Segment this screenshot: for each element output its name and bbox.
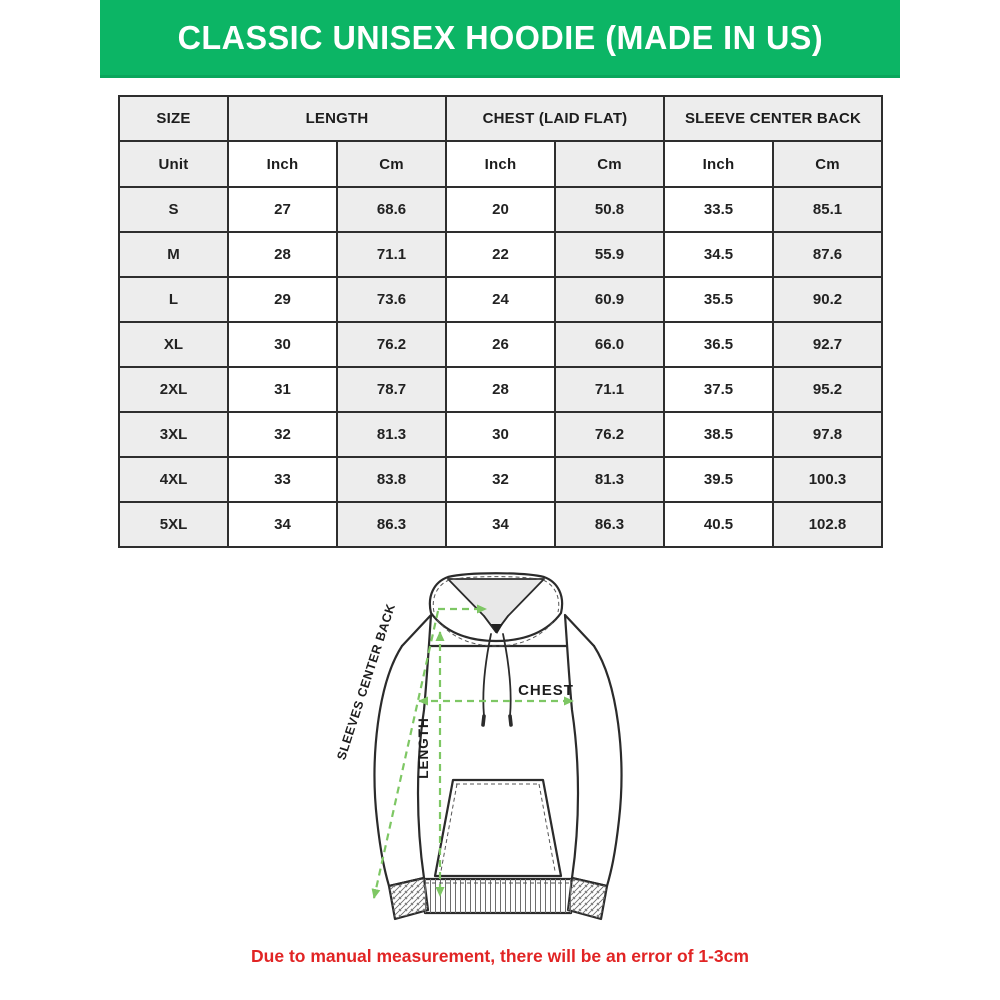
drawstring-right-aglet xyxy=(508,714,513,727)
length-label: LENGTH xyxy=(416,717,431,779)
value-cell: 35.5 xyxy=(663,276,774,323)
value-cell: 76.2 xyxy=(554,411,665,458)
value-cell: 76.2 xyxy=(336,321,447,368)
value-cell: 33 xyxy=(227,456,338,503)
size-cell: L xyxy=(118,276,229,323)
value-cell: 97.8 xyxy=(772,411,883,458)
size-chart-table: SIZE LENGTH CHEST (LAID FLAT) SLEEVE CEN… xyxy=(118,95,883,548)
unit-length-cm: Cm xyxy=(336,140,447,188)
value-cell: 34 xyxy=(445,501,556,548)
value-cell: 31 xyxy=(227,366,338,413)
hood-face-seam xyxy=(432,576,560,613)
pocket-right-stitch xyxy=(538,783,556,872)
value-cell: 38.5 xyxy=(663,411,774,458)
table-row: L 29 73.6 24 60.9 35.5 90.2 xyxy=(118,276,883,323)
value-cell: 30 xyxy=(445,411,556,458)
value-cell: 100.3 xyxy=(772,456,883,503)
col-group-sleeve: SLEEVE CENTER BACK xyxy=(663,95,883,142)
table-row: 4XL 33 83.8 32 81.3 39.5 100.3 xyxy=(118,456,883,503)
hoodie-measurement-diagram: CHEST LENGTH SLEEVES CENTER BACK xyxy=(328,568,672,940)
drawstring-right xyxy=(502,633,512,717)
value-cell: 50.8 xyxy=(554,186,665,233)
value-cell: 55.9 xyxy=(554,231,665,278)
value-cell: 73.6 xyxy=(336,276,447,323)
value-cell: 37.5 xyxy=(663,366,774,413)
value-cell: 39.5 xyxy=(663,456,774,503)
col-group-length: LENGTH xyxy=(227,95,447,142)
value-cell: 68.6 xyxy=(336,186,447,233)
hoodie-pocket xyxy=(433,778,563,878)
value-cell: 27 xyxy=(227,186,338,233)
table-unit-row: Unit Inch Cm Inch Cm Inch Cm xyxy=(118,140,883,188)
unit-chest-inch: Inch xyxy=(445,140,556,188)
sleeve-center-back-arrow xyxy=(371,610,440,899)
size-cell: 4XL xyxy=(118,456,229,503)
value-cell: 20 xyxy=(445,186,556,233)
unit-sleeve-cm: Cm xyxy=(772,140,883,188)
measurement-note: Due to manual measurement, there will be… xyxy=(251,946,749,966)
value-cell: 30 xyxy=(227,321,338,368)
col-group-chest: CHEST (LAID FLAT) xyxy=(445,95,665,142)
value-cell: 66.0 xyxy=(554,321,665,368)
unit-sleeve-inch: Inch xyxy=(663,140,774,188)
drawstring-left xyxy=(482,633,492,717)
value-cell: 78.7 xyxy=(336,366,447,413)
col-group-size: SIZE xyxy=(118,95,229,142)
value-cell: 102.8 xyxy=(772,501,883,548)
table-row: M 28 71.1 22 55.9 34.5 87.6 xyxy=(118,231,883,278)
value-cell: 28 xyxy=(227,231,338,278)
value-cell: 83.8 xyxy=(336,456,447,503)
table-row: XL 30 76.2 26 66.0 36.5 92.7 xyxy=(118,321,883,368)
value-cell: 81.3 xyxy=(336,411,447,458)
value-cell: 85.1 xyxy=(772,186,883,233)
value-cell: 40.5 xyxy=(663,501,774,548)
table-row: 2XL 31 78.7 28 71.1 37.5 95.2 xyxy=(118,366,883,413)
value-cell: 26 xyxy=(445,321,556,368)
table-group-header-row: SIZE LENGTH CHEST (LAID FLAT) SLEEVE CEN… xyxy=(118,95,883,142)
table-row: S 27 68.6 20 50.8 33.5 85.1 xyxy=(118,186,883,233)
value-cell: 33.5 xyxy=(663,186,774,233)
size-cell: 2XL xyxy=(118,366,229,413)
value-cell: 86.3 xyxy=(336,501,447,548)
value-cell: 81.3 xyxy=(554,456,665,503)
title-banner: CLASSIC UNISEX HOODIE (MADE IN US) xyxy=(100,0,900,78)
chest-label: CHEST xyxy=(518,682,574,699)
page-title: CLASSIC UNISEX HOODIE (MADE IN US) xyxy=(177,18,823,56)
table-row: 5XL 34 86.3 34 86.3 40.5 102.8 xyxy=(118,501,883,548)
table-row: 3XL 32 81.3 30 76.2 38.5 97.8 xyxy=(118,411,883,458)
value-cell: 22 xyxy=(445,231,556,278)
value-cell: 86.3 xyxy=(554,501,665,548)
collar-seam xyxy=(436,619,556,647)
value-cell: 24 xyxy=(445,276,556,323)
size-cell: XL xyxy=(118,321,229,368)
value-cell: 71.1 xyxy=(336,231,447,278)
left-cuff-rib-texture xyxy=(389,878,428,919)
value-cell: 32 xyxy=(445,456,556,503)
hood-v-left-edge xyxy=(483,615,497,633)
right-cuff-rib-texture xyxy=(568,878,607,919)
value-cell: 90.2 xyxy=(772,276,883,323)
value-cell: 32 xyxy=(227,411,338,458)
value-cell: 92.7 xyxy=(772,321,883,368)
neck-grommet xyxy=(491,624,503,634)
value-cell: 29 xyxy=(227,276,338,323)
size-cell: 3XL xyxy=(118,411,229,458)
size-cell: 5XL xyxy=(118,501,229,548)
unit-header: Unit xyxy=(118,140,229,188)
value-cell: 28 xyxy=(445,366,556,413)
unit-chest-cm: Cm xyxy=(554,140,665,188)
value-cell: 36.5 xyxy=(663,321,774,368)
unit-length-inch: Inch xyxy=(227,140,338,188)
waistband-rib-texture xyxy=(423,879,573,913)
size-cell: S xyxy=(118,186,229,233)
value-cell: 87.6 xyxy=(772,231,883,278)
drawstring-left-aglet xyxy=(481,714,486,727)
value-cell: 71.1 xyxy=(554,366,665,413)
value-cell: 34.5 xyxy=(663,231,774,278)
value-cell: 60.9 xyxy=(554,276,665,323)
value-cell: 34 xyxy=(227,501,338,548)
value-cell: 95.2 xyxy=(772,366,883,413)
size-cell: M xyxy=(118,231,229,278)
